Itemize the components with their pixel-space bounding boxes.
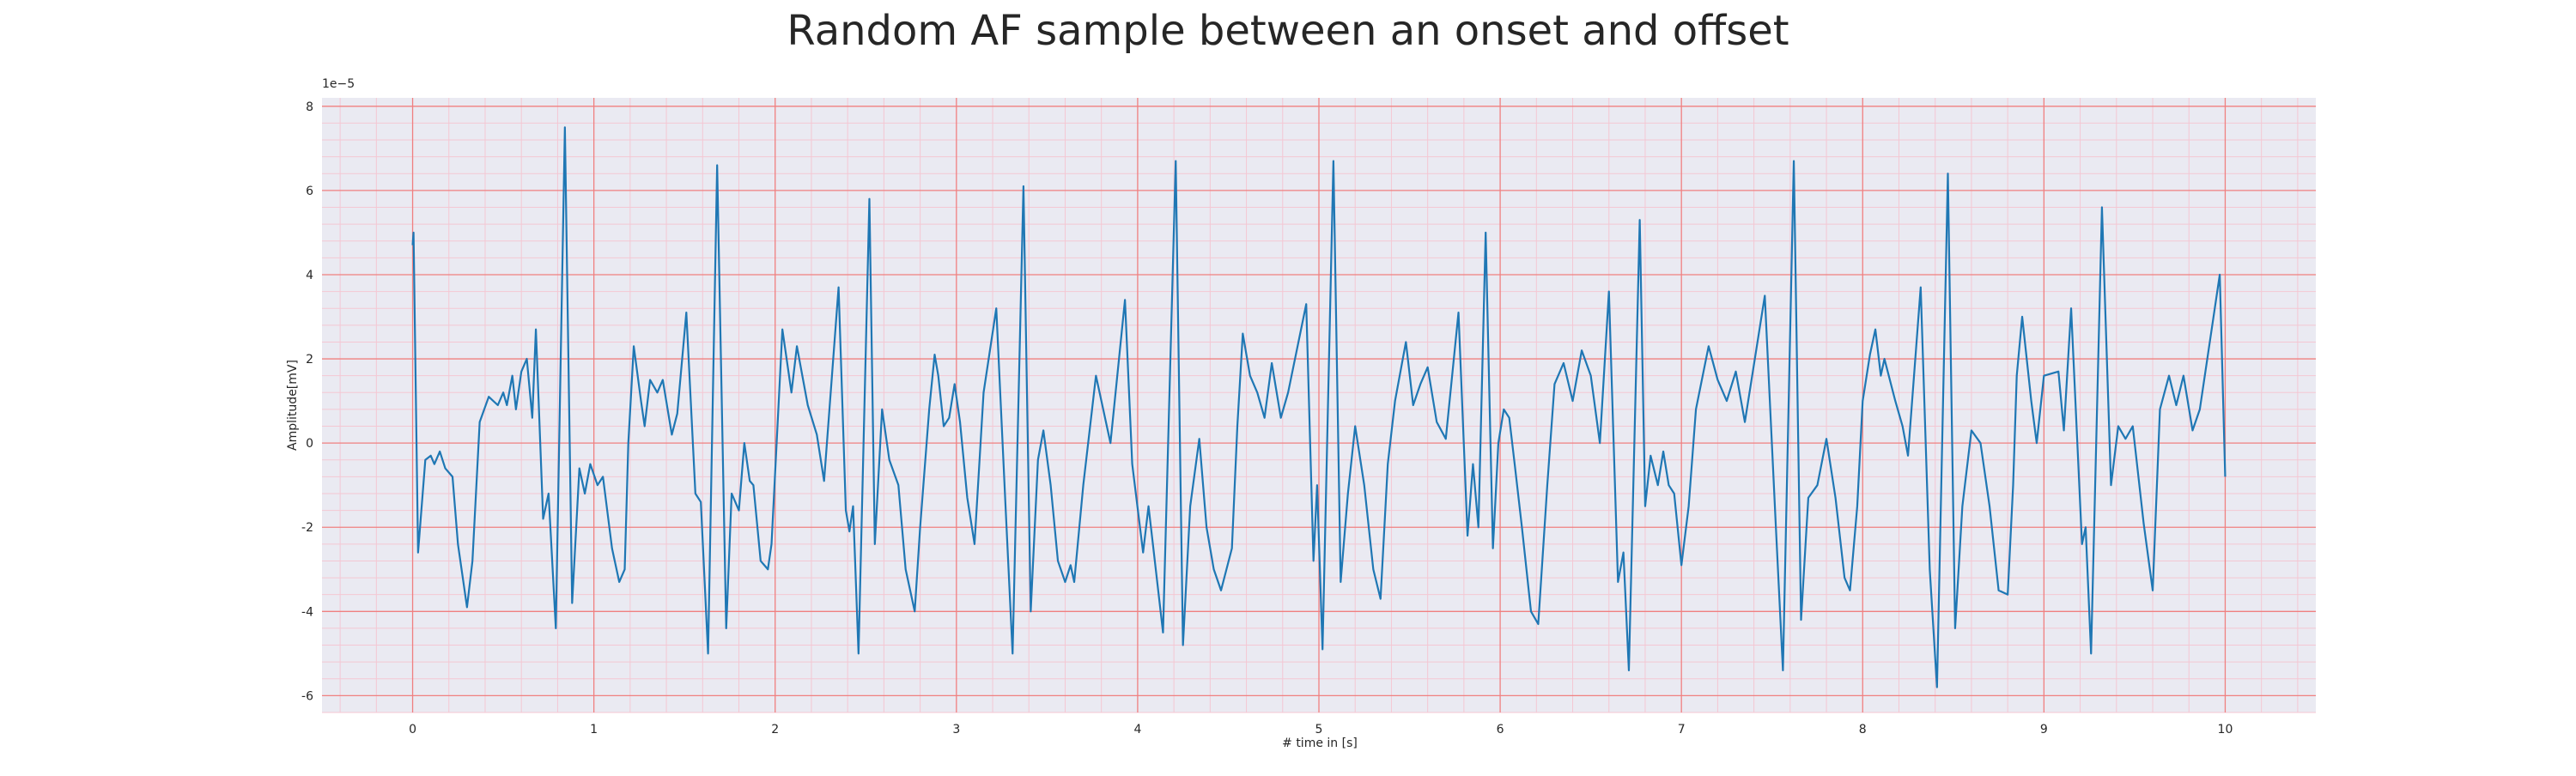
grid [322,98,2316,713]
x-tick-label: 9 [2040,723,2048,737]
y-tick-label: 8 [306,100,313,114]
y-tick-label: 4 [306,269,313,282]
x-tick-label: 7 [1678,723,1686,737]
y-tick-label: -4 [301,605,313,619]
x-tick-label: 8 [1859,723,1867,737]
x-tick-label: 3 [952,723,960,737]
signal-line [411,126,2227,688]
chart-title: Random AF sample between an onset and of… [787,7,1789,55]
y-tick-label: -6 [301,689,313,703]
x-tick-label: 4 [1133,723,1141,737]
x-tick-label: 2 [771,723,779,737]
y-tick-label: 6 [306,185,313,198]
x-tick-label: 10 [2218,723,2233,737]
x-axis-label: # time in [s] [1282,737,1358,750]
y-tick-label: 0 [306,437,313,451]
y-axis-label: Amplitude[mV] [286,360,300,451]
x-tick-label: 1 [590,723,598,737]
y-offset-label: 1e−5 [322,77,355,91]
y-tick-label: -2 [301,521,313,535]
x-tick-label: 6 [1497,723,1504,737]
x-tick-label: 0 [409,723,416,737]
x-tick-label: 5 [1315,723,1323,737]
y-tick-label: 2 [306,353,313,367]
